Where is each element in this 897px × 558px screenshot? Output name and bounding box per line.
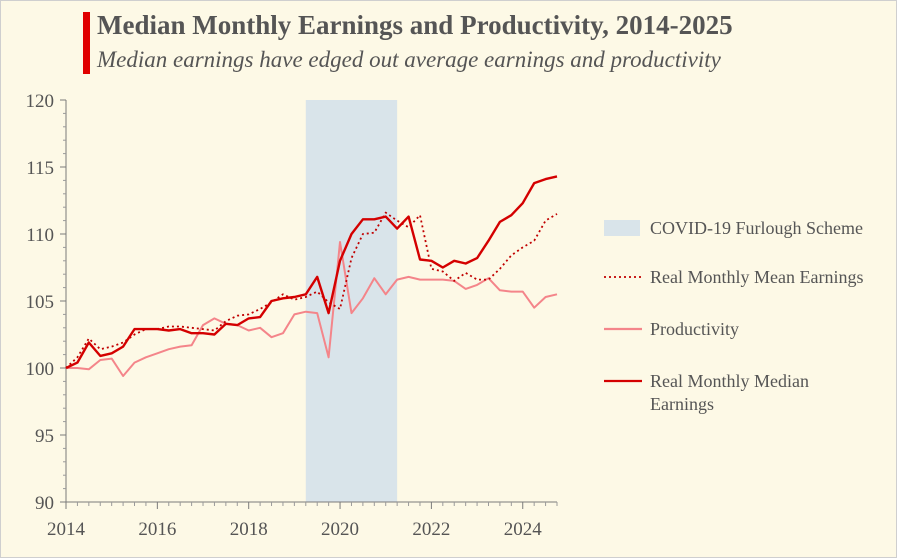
y-tick-label: 90: [35, 493, 54, 514]
y-tick-label: 115: [26, 158, 54, 179]
y-tick-label: 95: [35, 426, 54, 447]
plot-area: 90 95 100 105 110 115 120 2014 2016 2018 2020 2022 2…: [26, 91, 558, 540]
y-tick-label: 100: [26, 359, 55, 380]
legend-label-real-monthly-median-earnings: Real Monthly Median Earnings: [650, 371, 809, 414]
legend: COVID-19 Furlough Scheme Real Monthly Mea…: [604, 218, 863, 414]
productivity-line: [66, 241, 558, 377]
x-tick-label: 2020: [321, 519, 359, 540]
real-monthly-median-earnings-line: [65, 175, 558, 370]
x-tick-label: 2022: [412, 519, 450, 540]
chart-subtitle: Median earnings have edged out average e…: [97, 47, 721, 72]
y-tick-label: 105: [26, 292, 55, 313]
legend-label-real-monthly-mean-earnings: Real Monthly Mean Earnings: [650, 267, 863, 287]
y-tick-label: 110: [26, 225, 54, 246]
y-tick-label: 120: [26, 91, 55, 112]
legend-swatch-furlough: [604, 220, 640, 236]
legend-label-productivity: Productivity: [650, 319, 739, 339]
legend-label-furlough: COVID-19 Furlough Scheme: [650, 218, 863, 238]
x-tick-label: 2016: [138, 519, 176, 540]
x-tick-label: 2014: [47, 519, 86, 540]
furlough-shaded-region: [305, 100, 398, 502]
x-tick-label: 2018: [230, 519, 268, 540]
chart-title: Median Monthly Earnings and Productivity…: [97, 10, 733, 40]
x-tick-label: 2024: [504, 519, 543, 540]
title-accent-bar: [83, 12, 90, 74]
